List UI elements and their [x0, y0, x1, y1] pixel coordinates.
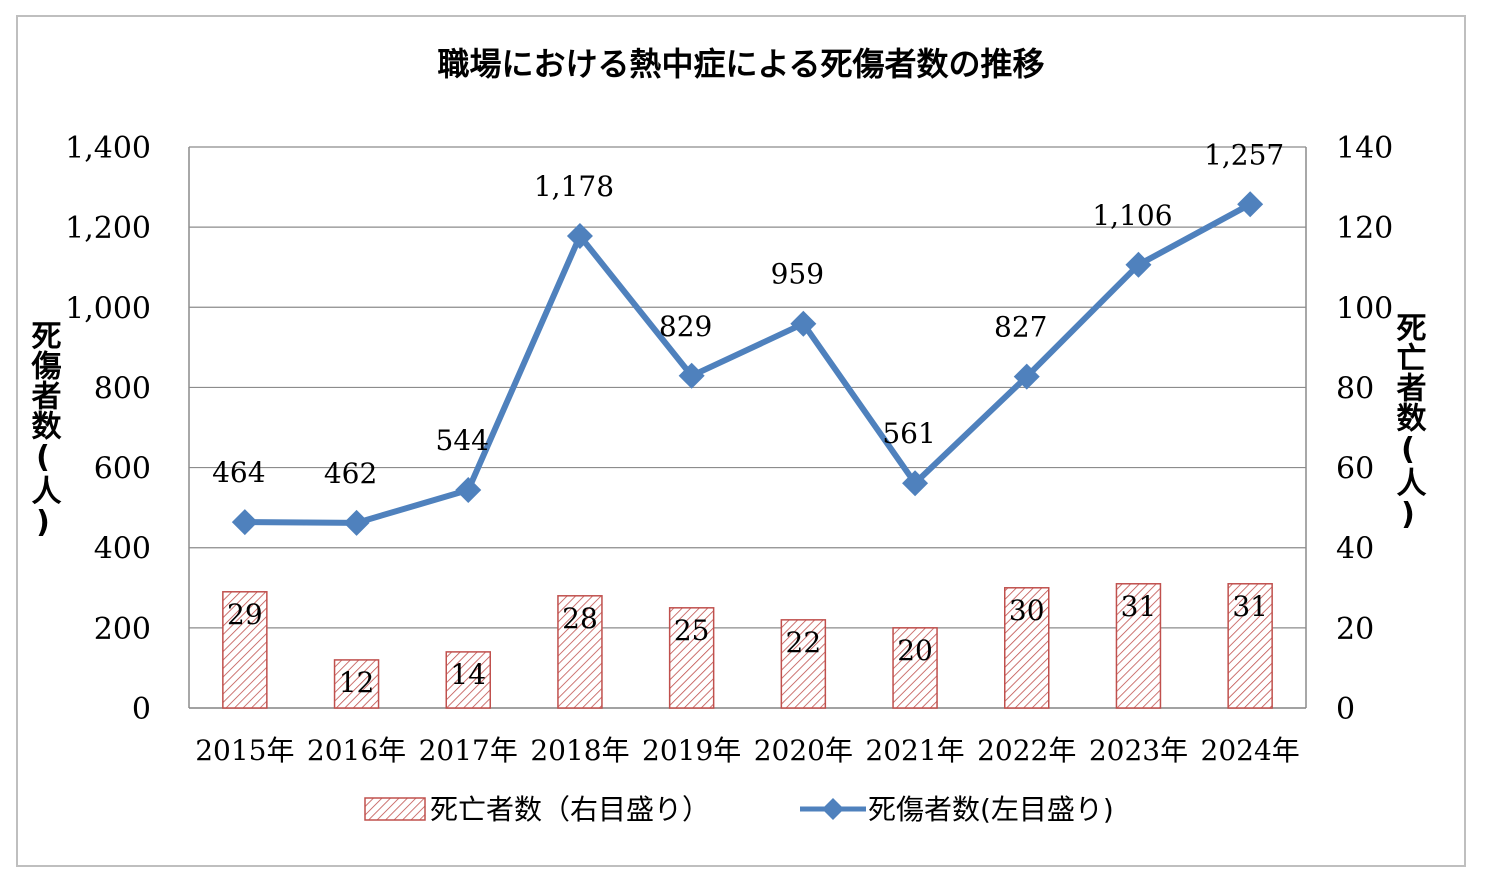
line-marker: [790, 310, 817, 337]
line-series-casualties: [231, 191, 1264, 536]
left-tick-label: 400: [94, 532, 151, 567]
bar: [1227, 583, 1273, 709]
bar-value-label: 14: [450, 658, 486, 691]
x-category-label: 2020年: [754, 734, 853, 767]
right-axis-ticks: 0 20 40 60 80 100 120 140: [1336, 131, 1393, 727]
chart-title: 職場における熱中症による死傷者数の推移: [437, 45, 1044, 83]
bar-value-label: 22: [786, 626, 822, 659]
line-marker: [902, 470, 929, 497]
x-axis-category-labels: 2015年 2016年 2017年 2018年 2019年 2020年 2021年 2022年…: [195, 734, 1300, 767]
bar-value-label: 30: [1009, 594, 1045, 627]
x-category-label: 2023年: [1089, 734, 1188, 767]
bar: [557, 595, 603, 709]
right-tick-label: 100: [1336, 291, 1393, 326]
bar-value-label: 28: [562, 602, 598, 635]
bar: [668, 607, 715, 709]
left-tick-label: 0: [132, 692, 151, 727]
right-tick-label: 20: [1336, 612, 1374, 647]
right-tick-label: 0: [1336, 692, 1355, 727]
x-category-label: 2016年: [307, 734, 406, 767]
legend-bar-label: 死亡者数（右目盛り）: [430, 793, 710, 826]
left-tick-label: 1,200: [65, 211, 151, 246]
line-value-label: 1,178: [534, 170, 614, 203]
left-axis-ticks: 0 200 400 600 800 1,000 1,200 1,400: [65, 131, 151, 727]
line-marker: [566, 222, 593, 249]
line-marker: [231, 509, 258, 536]
line-marker: [1013, 363, 1040, 390]
line-value-label: 959: [771, 258, 824, 291]
bar: [780, 619, 827, 709]
bar: [892, 627, 938, 709]
bar: [1004, 587, 1050, 709]
left-tick-label: 600: [94, 452, 151, 487]
x-category-label: 2024年: [1201, 734, 1300, 767]
series-line: [244, 201, 1252, 526]
legend-bar-swatch: [364, 797, 426, 821]
line-data-labels: 464 462 544 1,178 829 959 561 827 1,106 1,257: [212, 138, 1284, 490]
bar-value-label: 20: [897, 634, 933, 667]
right-tick-label: 120: [1336, 211, 1393, 246]
x-category-label: 2018年: [530, 734, 629, 767]
y-right-axis-label: 死亡者数(人): [1391, 312, 1427, 532]
x-category-label: 2015年: [195, 734, 294, 767]
bar: [445, 651, 491, 709]
bar: [222, 591, 268, 709]
x-category-label: 2021年: [865, 734, 964, 767]
bar-value-label: 12: [339, 666, 375, 699]
line-value-label: 544: [436, 424, 489, 457]
x-category-label: 2017年: [419, 734, 518, 767]
bar-value-label: 31: [1232, 590, 1268, 623]
bar-data-labels: 29 12 14 28 25 22 20 30 31 31: [227, 590, 1268, 699]
right-tick-label: 80: [1336, 371, 1374, 406]
line-marker: [1125, 251, 1152, 278]
line-value-label: 829: [659, 310, 712, 343]
bar-series-deaths: [222, 583, 1273, 709]
right-tick-label: 140: [1336, 131, 1393, 166]
bar-value-label: 29: [227, 598, 263, 631]
line-value-label: 561: [882, 417, 935, 450]
left-tick-label: 800: [94, 371, 151, 406]
right-tick-label: 40: [1336, 532, 1374, 567]
left-tick-label: 200: [94, 612, 151, 647]
bar: [333, 659, 380, 709]
legend-line-marker: [822, 798, 844, 820]
line-marker: [343, 509, 370, 536]
line-marker: [1237, 191, 1264, 218]
right-tick-label: 60: [1336, 452, 1374, 487]
line-value-label: 827: [994, 311, 1047, 344]
legend: 死亡者数（右目盛り） 死傷者数(左目盛り): [364, 793, 1114, 826]
left-tick-label: 1,400: [65, 131, 151, 166]
line-value-label: 1,257: [1204, 138, 1284, 171]
legend-line-label: 死傷者数(左目盛り): [868, 793, 1114, 826]
bar-value-label: 25: [674, 614, 710, 647]
line-value-label: 464: [212, 456, 265, 489]
line-marker: [455, 477, 482, 504]
bar: [1115, 583, 1162, 709]
bar-value-label: 31: [1121, 590, 1157, 623]
line-marker: [678, 362, 705, 389]
chart-frame: [16, 15, 1466, 867]
y-left-axis-label: 死傷者数(人): [26, 320, 63, 540]
x-category-label: 2022年: [977, 734, 1076, 767]
x-category-label: 2019年: [642, 734, 741, 767]
left-tick-label: 1,000: [65, 291, 151, 326]
line-value-label: 1,106: [1092, 199, 1172, 232]
line-value-label: 462: [324, 457, 377, 490]
